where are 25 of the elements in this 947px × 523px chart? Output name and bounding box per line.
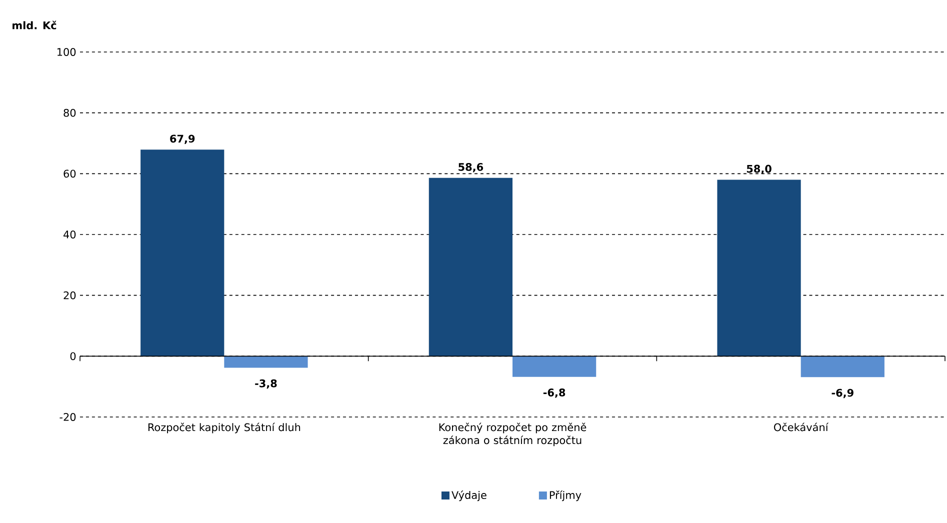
data-label: 67,9 [170,134,195,144]
y-tick-label: 60 [64,170,76,178]
legend-label: Výdaje [452,490,486,502]
y-tick-label: 100 [57,48,76,56]
x-tick-label: Očekávání [774,422,829,432]
bar [512,356,596,377]
bar [224,356,308,368]
x-tick-label: Rozpočet kapitoly Státní dluh [148,422,300,434]
bar [428,178,513,356]
y-axis-title: mld. Kč [12,20,56,30]
data-label: -6,8 [543,388,566,398]
legend-label: Příjmy [550,490,582,502]
data-label: 58,0 [746,164,772,174]
bar [800,356,884,378]
y-tick-label: 20 [64,291,76,300]
y-tick-label: -20 [60,413,76,421]
data-label: -6,9 [832,388,854,398]
x-tick-label: Konečný rozpočet po změně zákona o státním rozpočtu [439,422,586,446]
y-tick-label: 0 [70,352,76,360]
bar [717,180,801,356]
y-tick-label: 40 [64,230,76,238]
bar [140,150,224,356]
data-label: -3,8 [255,379,277,389]
data-label: 58,6 [458,162,484,172]
y-tick-label: 80 [64,108,76,117]
